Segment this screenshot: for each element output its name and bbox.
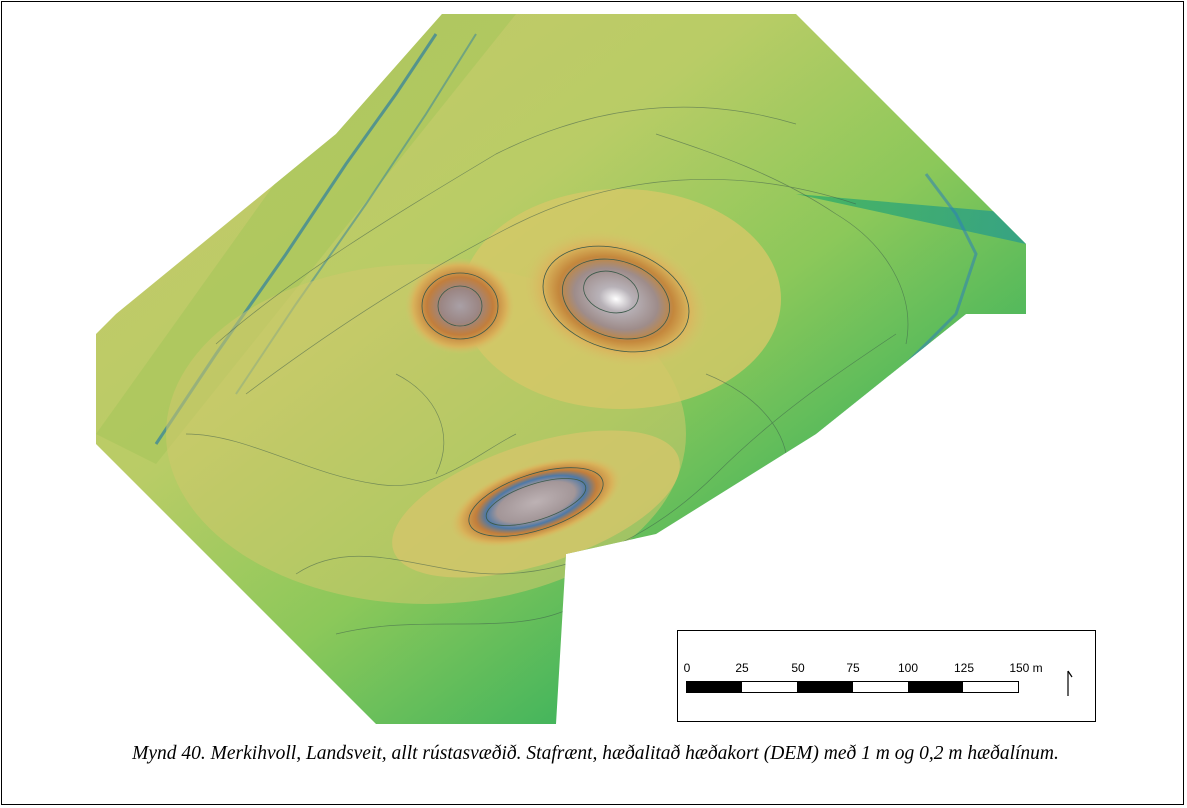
scale-segment bbox=[907, 682, 963, 692]
scale-label-125: 125 bbox=[953, 661, 975, 675]
scale-segment bbox=[742, 682, 798, 692]
dem-map-svg bbox=[96, 14, 1026, 724]
north-mound bbox=[523, 230, 709, 368]
scale-label-0: 0 bbox=[683, 661, 691, 675]
scale-segment bbox=[687, 682, 743, 692]
scale-label-100: 100 bbox=[897, 661, 919, 675]
scale-segment bbox=[852, 682, 908, 692]
south-elongated-mound bbox=[449, 456, 623, 548]
scale-label-50: 50 bbox=[791, 661, 805, 675]
scale-bar-graphic bbox=[686, 681, 1019, 693]
dem-map bbox=[96, 14, 1036, 724]
north-arrow-icon bbox=[1067, 670, 1073, 696]
scale-label-150: 150 m bbox=[1009, 661, 1043, 675]
scale-label-75: 75 bbox=[846, 661, 860, 675]
scale-label-25: 25 bbox=[735, 661, 749, 675]
dem-surface bbox=[96, 14, 1026, 724]
figure-caption: Mynd 40. Merkihvoll, Landsveit, allt rús… bbox=[132, 743, 1059, 764]
scale-bar: 0 25 50 75 100 125 150 m bbox=[677, 630, 1096, 722]
small-west-mound bbox=[405, 258, 515, 354]
scale-segment bbox=[797, 682, 853, 692]
scale-segment bbox=[962, 682, 1019, 692]
